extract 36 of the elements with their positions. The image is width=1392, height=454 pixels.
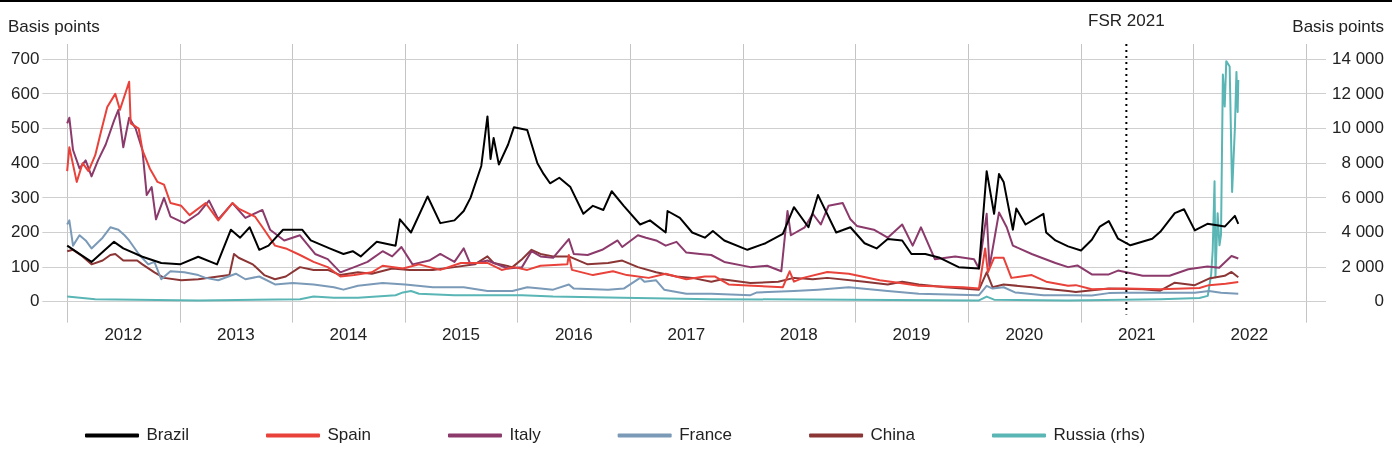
x-tick-label: 2022 xyxy=(1230,325,1269,345)
x-tick-label: 2021 xyxy=(1117,325,1156,345)
legend-label: France xyxy=(679,425,733,445)
y2-tick-label: 12 000 xyxy=(1332,83,1384,103)
x-tick-label: 2020 xyxy=(1005,325,1044,345)
x-tick-label: 2016 xyxy=(554,325,593,345)
y-tick-label: 400 xyxy=(10,152,40,172)
legend-label: Brazil xyxy=(146,425,190,445)
y2-tick-label: 8 000 xyxy=(1341,152,1384,172)
y-axis-title: Basis points xyxy=(8,17,100,36)
y-tick-label: 600 xyxy=(10,83,40,103)
x-tick-label: 2012 xyxy=(104,325,143,345)
y2-tick-label: 4 000 xyxy=(1341,222,1384,242)
y-tick-label: 300 xyxy=(10,187,40,207)
y-tick-label: 0 xyxy=(29,291,40,311)
y2-tick-label: 0 xyxy=(1374,291,1384,311)
y2-tick-label: 2 000 xyxy=(1341,256,1384,276)
y2-tick-label: 6 000 xyxy=(1341,187,1384,207)
y2-tick-label: 10 000 xyxy=(1332,118,1384,138)
legend-label: Russia (rhs) xyxy=(1053,425,1146,445)
legend-label: Spain xyxy=(327,425,371,445)
x-tick-label: 2018 xyxy=(779,325,818,345)
y-tick-label: 700 xyxy=(10,48,40,68)
y2-tick-label: 14 000 xyxy=(1332,48,1384,68)
y-tick-label: 500 xyxy=(10,118,40,138)
ref-line-label: FSR 2021 xyxy=(1088,11,1165,30)
x-tick-label: 2015 xyxy=(442,325,480,345)
x-tick-label: 2019 xyxy=(892,325,931,345)
legend-label: China xyxy=(870,425,916,445)
x-tick-label: 2017 xyxy=(667,325,706,345)
legend-label: Italy xyxy=(509,425,542,445)
y2-axis-title: Basis points xyxy=(1292,17,1384,36)
x-tick-label: 2013 xyxy=(216,325,255,345)
y-tick-label: 200 xyxy=(10,222,40,242)
y-tick-label: 100 xyxy=(10,256,40,276)
x-tick-label: 2014 xyxy=(329,325,368,345)
